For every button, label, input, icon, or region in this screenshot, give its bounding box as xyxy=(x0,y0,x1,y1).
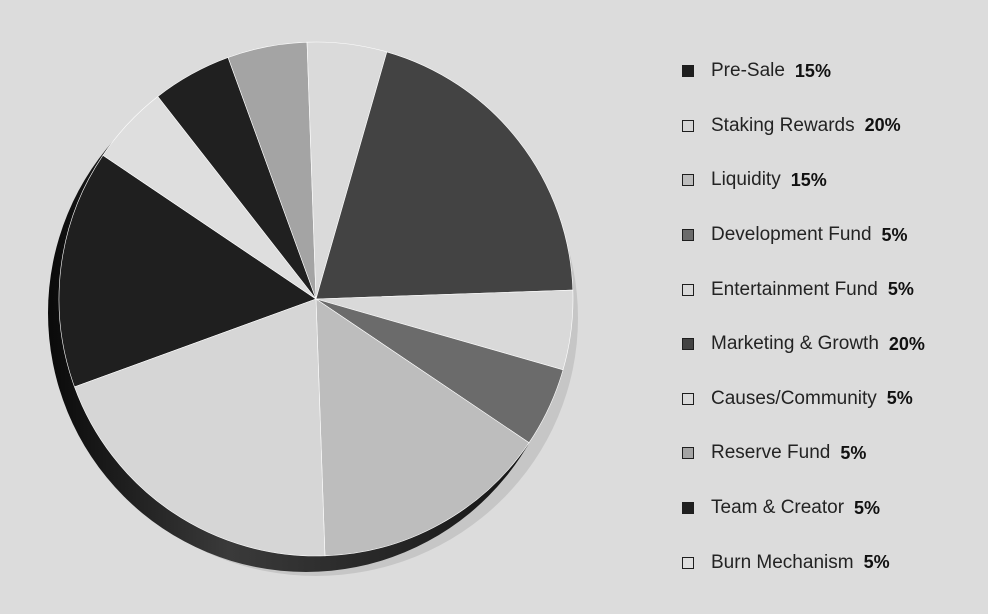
legend-swatch xyxy=(682,229,694,242)
legend-swatch xyxy=(682,392,694,405)
pie-slice xyxy=(315,298,530,557)
legend-item: Marketing & Growth 20% xyxy=(682,317,982,372)
legend-label: Marketing & Growth xyxy=(711,333,879,355)
pie-slice xyxy=(315,51,574,300)
legend-swatch xyxy=(682,338,694,351)
legend-item: Development Fund 5% xyxy=(682,208,982,263)
legend-label: Pre-Sale xyxy=(711,60,785,82)
legend-item: Reserve Fund 5% xyxy=(682,426,982,481)
legend-item: Liquidity 15% xyxy=(682,153,982,208)
legend-swatch xyxy=(682,556,694,569)
legend-item: Causes/Community 5% xyxy=(682,372,982,427)
legend-label: Liquidity xyxy=(711,169,781,191)
legend-label: Staking Rewards xyxy=(711,114,855,136)
legend-percent: 5% xyxy=(886,388,913,409)
legend-percent: 15% xyxy=(794,60,831,81)
legend-swatch xyxy=(682,283,694,296)
legend-item: Pre-Sale 15% xyxy=(682,44,982,99)
legend-percent: 5% xyxy=(863,552,890,573)
legend-item: Team & Creator 5% xyxy=(682,481,982,536)
legend-swatch xyxy=(682,502,694,515)
legend-item: Burn Mechanism 5% xyxy=(682,535,982,590)
legend-label: Entertainment Fund xyxy=(711,278,878,300)
legend-percent: 5% xyxy=(881,224,908,245)
legend-swatch xyxy=(682,174,694,187)
legend: Pre-Sale 15% Staking Rewards 20% Liquidi… xyxy=(682,44,982,590)
legend-label: Team & Creator xyxy=(711,497,845,519)
legend-percent: 15% xyxy=(790,169,827,190)
legend-percent: 20% xyxy=(888,333,925,354)
legend-label: Burn Mechanism xyxy=(711,551,854,573)
pie-slice xyxy=(74,298,326,557)
legend-percent: 5% xyxy=(854,497,881,518)
legend-percent: 20% xyxy=(864,115,901,136)
legend-swatch xyxy=(682,65,694,78)
legend-label: Reserve Fund xyxy=(711,442,831,464)
legend-swatch xyxy=(682,447,694,460)
pie-slice xyxy=(58,154,317,388)
legend-item: Entertainment Fund 5% xyxy=(682,262,982,317)
legend-percent: 5% xyxy=(887,279,914,300)
legend-item: Staking Rewards 20% xyxy=(682,99,982,154)
legend-label: Development Fund xyxy=(711,224,872,246)
legend-percent: 5% xyxy=(840,442,867,463)
legend-label: Causes/Community xyxy=(711,387,877,409)
legend-swatch xyxy=(682,119,694,132)
